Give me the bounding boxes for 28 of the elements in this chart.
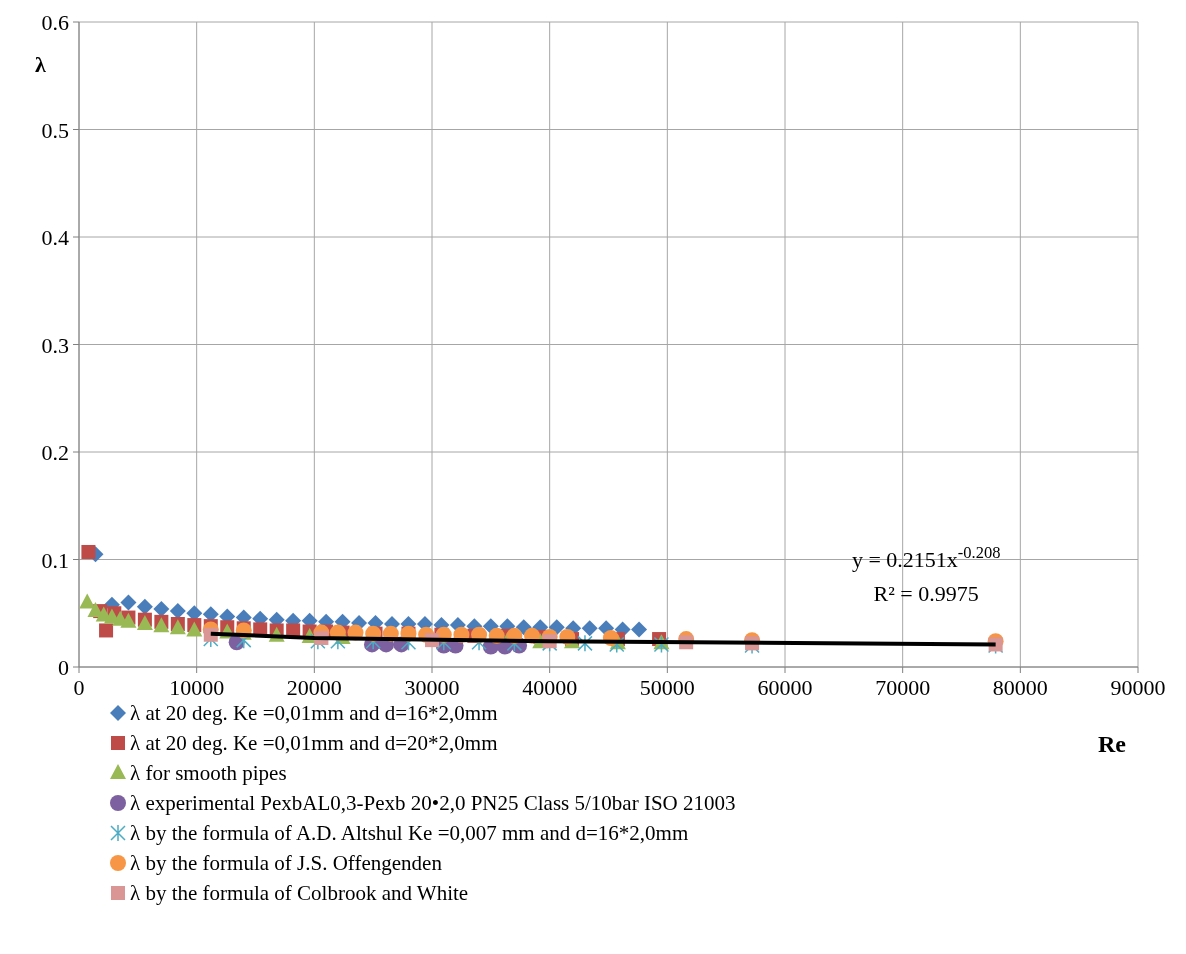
y-tick-label: 0.1 [41,547,69,573]
x-tick-label: 10000 [169,675,225,700]
x-axis-title: Re [1098,731,1127,757]
legend-label: λ at 20 deg. Ke =0,01mm and d=20*2,0mm [130,731,498,755]
x-tick-label: 30000 [404,675,460,700]
legend-label: λ for smooth pipes [130,761,287,785]
legend-label: λ experimental PexbAL0,3-Pexb 20•2,0 PN25 Class 5/10bar ISO 21003 [130,791,736,815]
x-tick-label: 80000 [992,675,1048,700]
x-tick-label: 60000 [757,675,813,700]
y-tick-label: 0.6 [41,10,69,35]
annotation: R² = 0.9975 [873,581,979,606]
y-axis-title: λ [35,52,46,77]
y-tick-label: 0.5 [41,117,69,143]
annotation: y = 0.2151x$^{-0.208}$ [851,542,1001,572]
legend-label: λ by the formula of Colbrook and White [130,881,469,905]
x-tick-label: 0 [73,675,85,700]
legend-label: λ at 20 deg. Ke =0,01mm and d=16*2,0mm [130,701,498,725]
x-tick-label: 90000 [1110,675,1166,700]
x-tick-label: 40000 [522,675,578,700]
x-tick-label: 50000 [639,675,695,700]
legend-label: λ by the formula of A.D. Altshul Ke =0,007 mm and d=16*2,0mm [130,821,689,845]
legend-label: λ by the formula of J.S. Offengenden [130,851,443,875]
y-tick-label: 0 [58,655,69,680]
y-tick-label: 0.3 [41,332,69,358]
x-tick-label: 70000 [875,675,931,700]
y-tick-label: 0.2 [41,440,69,465]
y-tick-label: 0.4 [41,225,69,250]
x-tick-label: 20000 [286,675,342,700]
